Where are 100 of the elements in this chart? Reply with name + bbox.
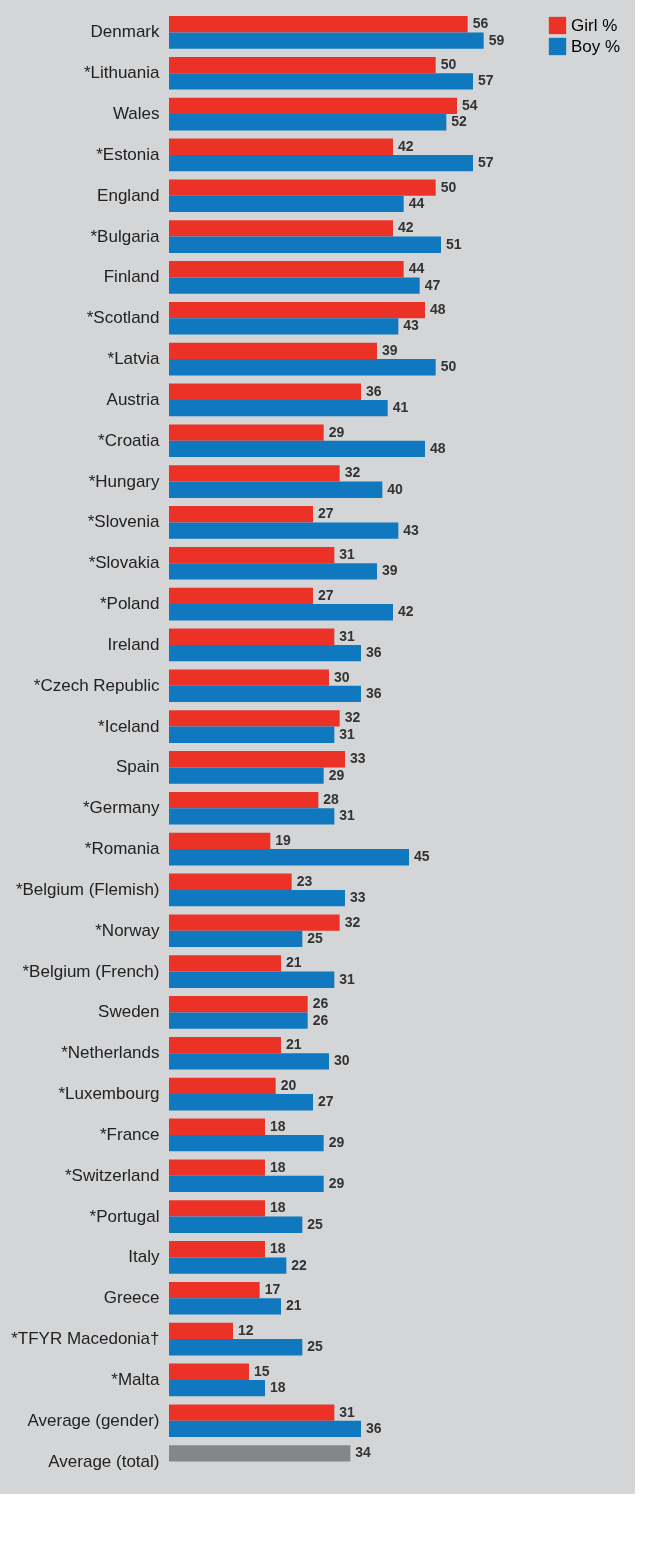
bar (169, 767, 324, 784)
y-tick-label: *Slovenia (87, 512, 161, 532)
bar (169, 277, 420, 294)
y-tick-label: Greece (103, 1288, 160, 1308)
data-label: 21 (286, 954, 302, 971)
data-label: 22 (291, 1256, 308, 1273)
data-label: 32 (344, 709, 361, 726)
bar (169, 359, 436, 376)
data-label: 39 (382, 341, 398, 358)
data-label: 34 (355, 1444, 372, 1461)
data-label: 44 (408, 260, 425, 277)
data-label: 29 (328, 1134, 345, 1151)
bar (169, 1379, 265, 1397)
bar (169, 1420, 361, 1438)
bar (169, 849, 409, 866)
bar (169, 1118, 265, 1135)
bar (169, 1077, 276, 1095)
bar (169, 481, 383, 498)
y-tick-label: *Czech Republic (33, 675, 160, 695)
bar (169, 32, 484, 49)
data-label: 47 (424, 276, 441, 293)
data-label: 21 (286, 1036, 302, 1053)
bar (169, 261, 404, 278)
bar (169, 56, 436, 74)
data-label: 52 (451, 113, 468, 130)
data-label: 29 (328, 1174, 345, 1191)
data-label: 15 (254, 1362, 270, 1379)
y-tick-label: *Netherlands (61, 1043, 160, 1063)
bar (169, 587, 313, 605)
data-label: 18 (270, 1379, 286, 1396)
data-label: 33 (350, 750, 366, 767)
bar (169, 889, 345, 907)
data-label: 30 (334, 1052, 350, 1069)
bar (169, 628, 335, 645)
data-label: 59 (488, 31, 505, 48)
bar (169, 1241, 265, 1258)
data-label: 18 (270, 1240, 286, 1257)
y-tick-label: *Romania (84, 839, 161, 859)
data-label: 27 (318, 505, 334, 522)
bar (169, 1445, 351, 1462)
bar (169, 1216, 303, 1233)
bar (169, 791, 319, 809)
y-tick-label: *Latvia (107, 349, 161, 369)
y-tick-label: *Estonia (96, 144, 161, 164)
y-tick-label: *Hungary (88, 471, 160, 491)
data-label: 32 (344, 913, 361, 930)
data-label: 26 (312, 1011, 329, 1028)
bar (169, 669, 329, 686)
bar (169, 399, 388, 417)
bar (169, 1281, 260, 1299)
data-label: 42 (398, 603, 414, 620)
data-label: 30 (334, 668, 350, 685)
data-label: 41 (392, 399, 409, 416)
data-label: 25 (307, 1215, 324, 1232)
data-label: 32 (344, 464, 361, 481)
y-tick-label: *Portugal (89, 1206, 160, 1226)
data-label: 51 (446, 235, 462, 252)
bar (169, 873, 292, 890)
data-label: 44 (408, 194, 425, 211)
y-tick-label: Wales (112, 104, 160, 124)
y-tick-label: *Belgium (French) (22, 961, 160, 981)
y-tick-label: *Slovakia (88, 553, 161, 573)
legend-label: Girl % (571, 15, 618, 35)
data-label: 17 (264, 1281, 281, 1298)
bar (169, 832, 271, 850)
data-label: 42 (398, 219, 414, 236)
y-tick-label: Ireland (107, 634, 160, 654)
data-label: 25 (307, 929, 324, 946)
data-label: 20 (280, 1076, 297, 1093)
y-tick-label: *Switzerland (65, 1165, 160, 1185)
y-tick-label: *France (99, 1124, 160, 1144)
y-tick-label: *Bulgaria (90, 226, 161, 246)
bar (169, 955, 281, 972)
data-label: 36 (366, 644, 382, 661)
y-tick-label: *Norway (95, 920, 160, 940)
bar (169, 1159, 265, 1176)
bar (169, 1257, 287, 1274)
legend-label: Boy % (571, 36, 621, 56)
data-label: 31 (339, 1403, 356, 1420)
bar (169, 1200, 265, 1217)
data-label: 31 (339, 627, 356, 644)
bar (169, 726, 335, 743)
data-label: 26 (312, 995, 329, 1012)
y-tick-label: Denmark (90, 22, 160, 42)
y-tick-label: Average (total) (48, 1451, 160, 1471)
bar (169, 236, 441, 253)
data-label: 40 (387, 480, 404, 497)
data-label: 33 (350, 889, 366, 906)
bar (169, 220, 393, 237)
data-label: 39 (382, 562, 398, 579)
y-tick-label: Spain (116, 757, 160, 777)
data-label: 50 (440, 56, 457, 73)
bar (169, 751, 345, 768)
data-label: 54 (462, 96, 478, 113)
bar (169, 563, 377, 580)
bar (169, 154, 473, 172)
y-tick-label: *Germany (82, 798, 160, 818)
data-label: 57 (478, 154, 494, 171)
y-tick-label: *Belgium (Flemish) (15, 879, 160, 899)
bar (169, 1012, 308, 1029)
